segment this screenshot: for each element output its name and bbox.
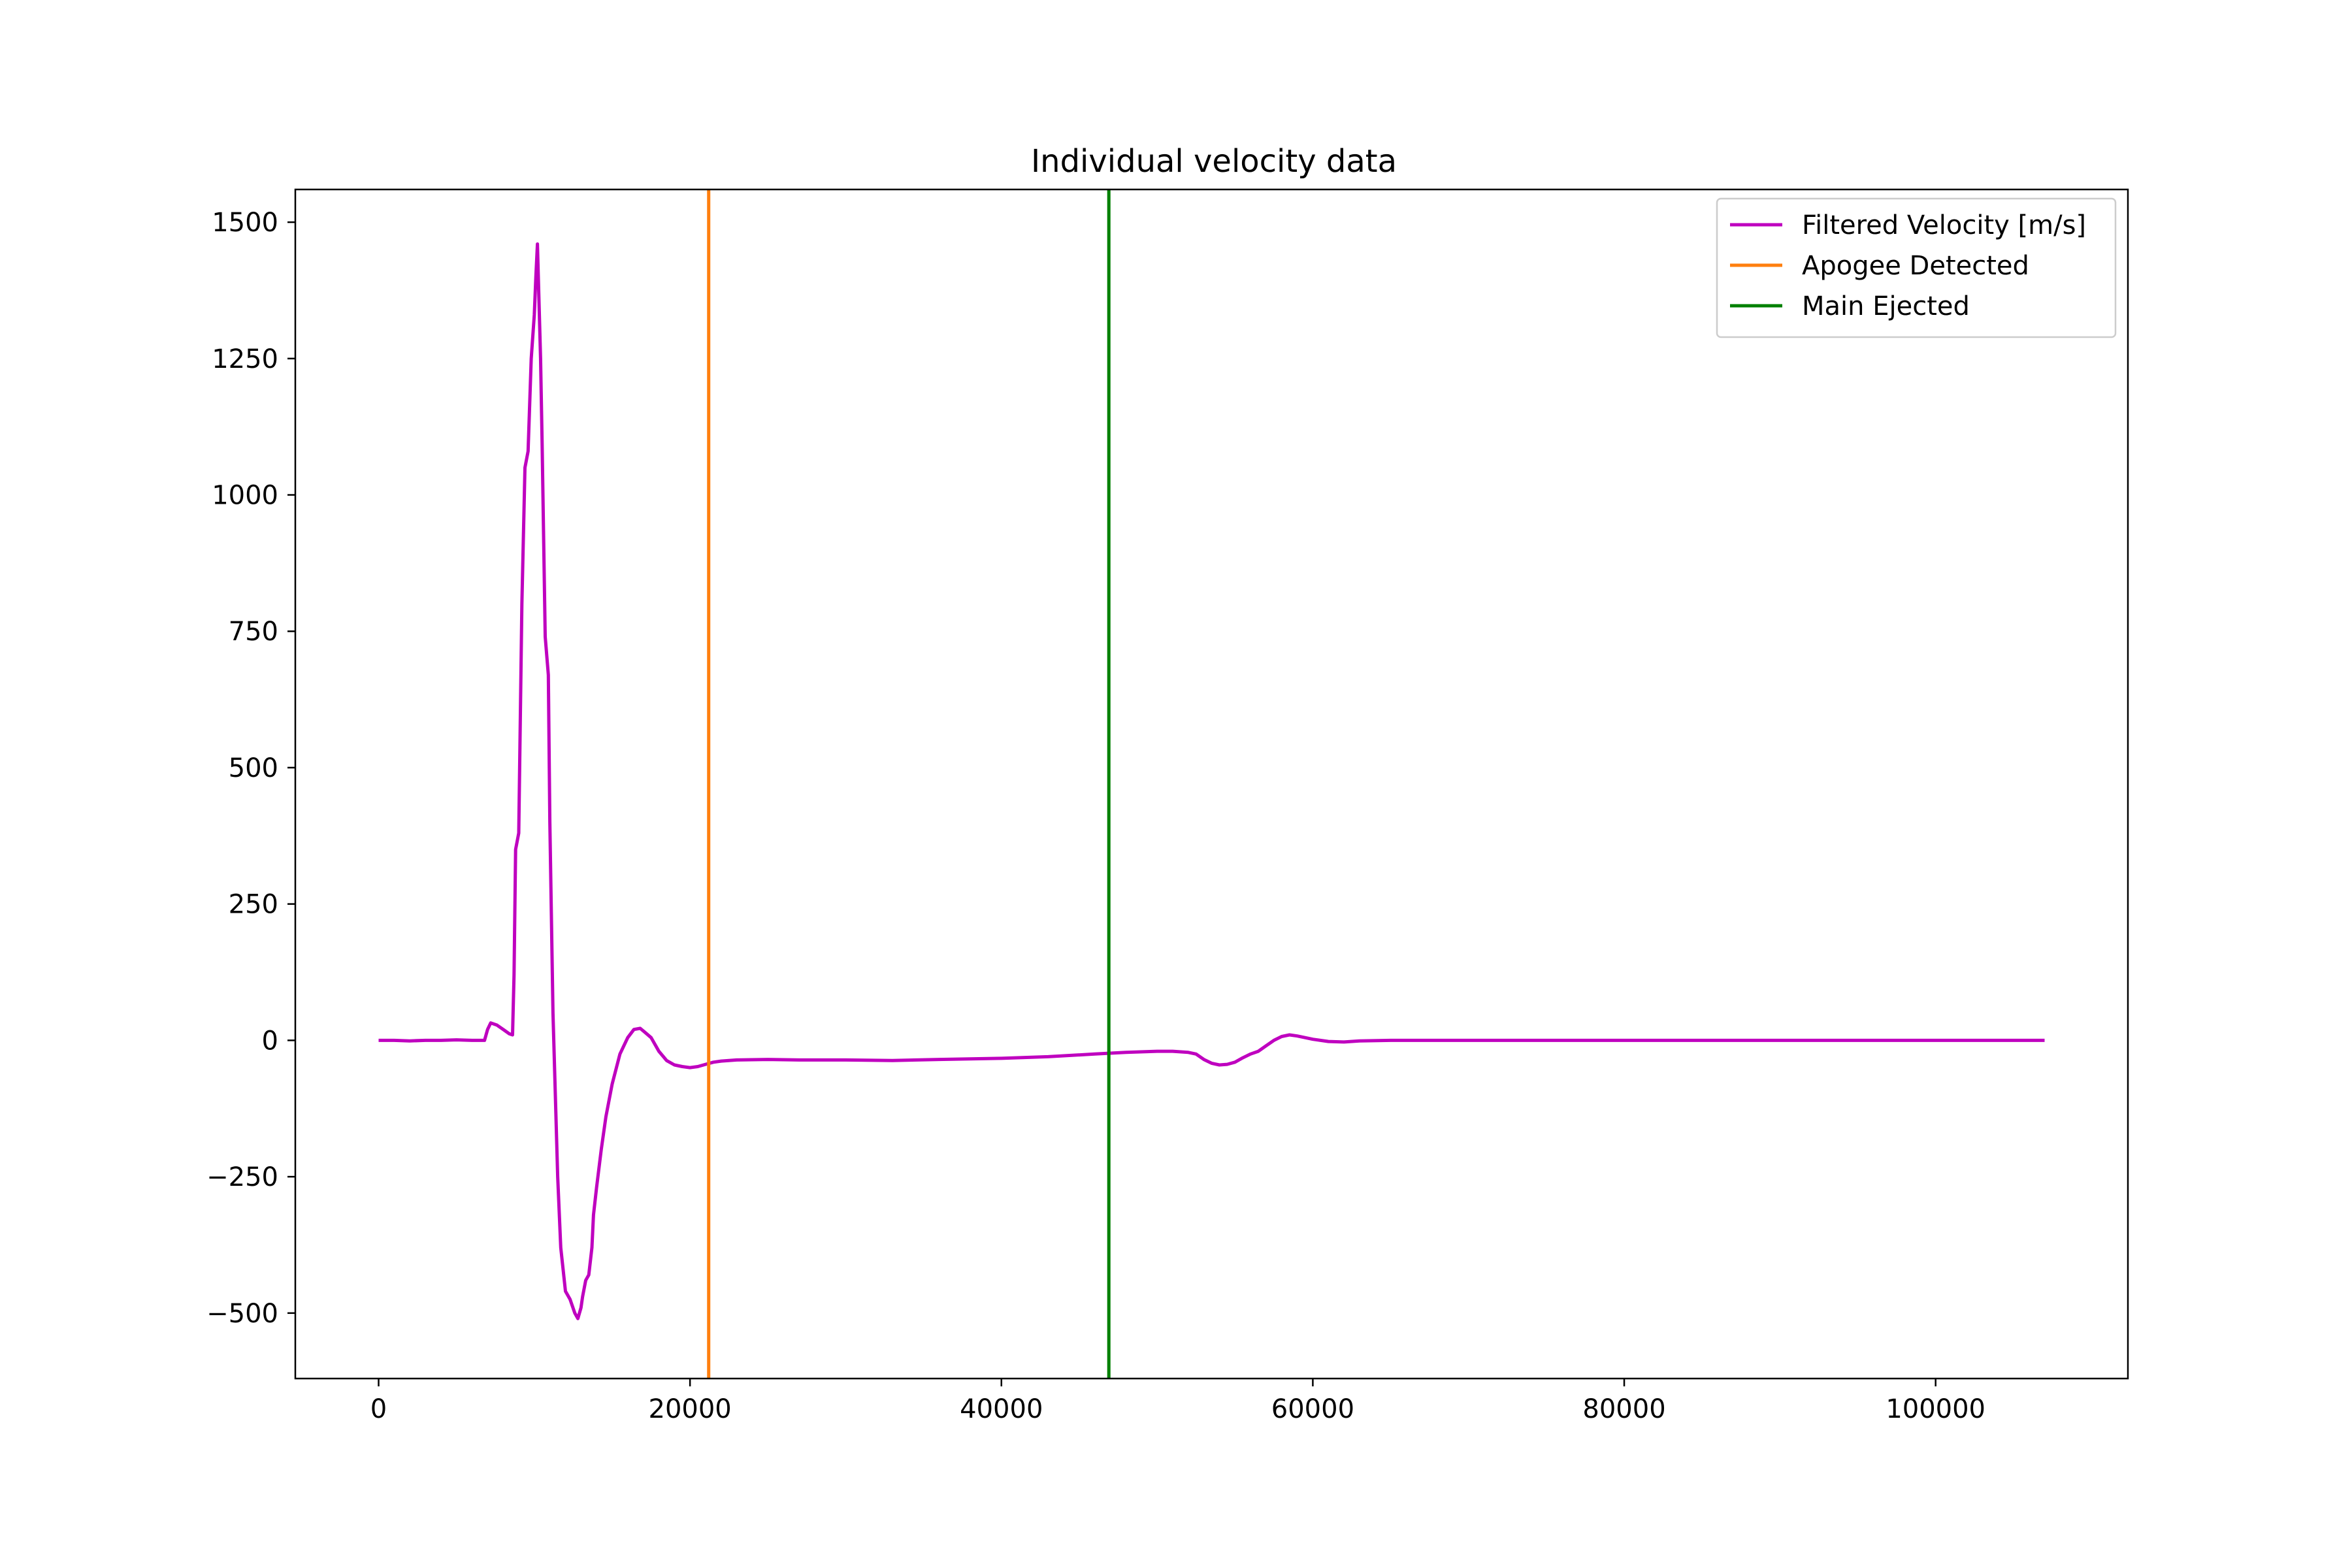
y-tick-label: 1500	[212, 208, 278, 238]
y-tick-label: −250	[206, 1162, 278, 1192]
y-tick-label: 250	[229, 890, 278, 920]
y-tick-label: 500	[229, 753, 278, 783]
y-tick-label: 1000	[212, 481, 278, 511]
x-tick-label: 20000	[649, 1394, 732, 1424]
y-tick-label: 0	[262, 1026, 278, 1056]
x-tick-label: 60000	[1271, 1394, 1354, 1424]
axes-frame	[294, 188, 2129, 1380]
y-tick-label: 1250	[212, 344, 278, 374]
series-filtered-velocity-m-s-line	[378, 242, 2045, 1320]
x-tick-label: 0	[370, 1394, 387, 1424]
legend-label-filtered-velocity-m-s: Filtered Velocity [m/s]	[1802, 210, 2086, 240]
x-tick-label: 80000	[1582, 1394, 1665, 1424]
x-tick-label: 40000	[960, 1394, 1043, 1424]
plot-area: 0 20000 40000 60000 80000 100000 −500 −250 0 250 5…	[206, 188, 2129, 1424]
legend-box	[1716, 197, 2117, 338]
chart-title: Individual velocity data	[1031, 143, 1397, 180]
y-tick-label: 750	[229, 617, 278, 647]
legend-label-apogee-detected: Apogee Detected	[1802, 251, 2029, 281]
legend-label-main-ejected: Main Ejected	[1802, 291, 1970, 321]
legend: Filtered Velocity [m/s] Apogee Detected Ma…	[1716, 197, 2117, 338]
x-tick-label: 100000	[1886, 1394, 1985, 1424]
y-tick-label: −500	[206, 1299, 278, 1329]
